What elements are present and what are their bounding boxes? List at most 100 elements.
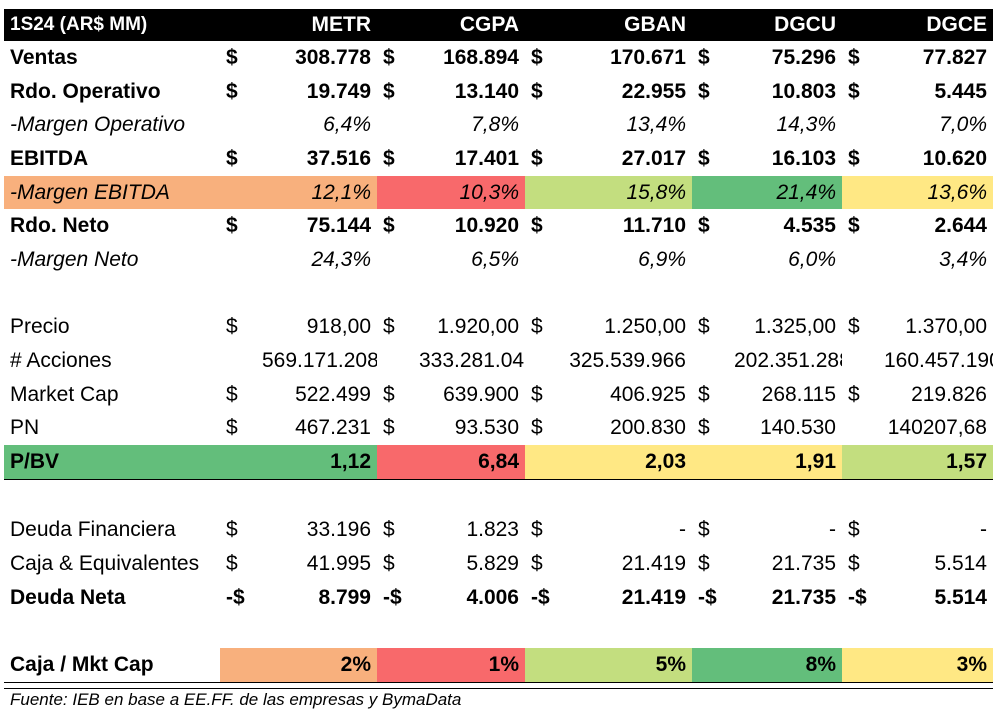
currency-acciones-dgcu <box>692 344 728 378</box>
table-row-spacer-2 <box>4 479 993 513</box>
table-row-rdo-neto: Rdo. Neto $75.144 $10.920 $11.710 $4.535 $2.6… <box>4 209 993 243</box>
currency-ventas-dgcu: $ <box>698 45 710 69</box>
currency-rdo-operativo-metr: $ <box>226 79 238 103</box>
currency-deuda-financiera-dgce: $ <box>848 518 860 542</box>
value-margen-ebitda-metr: 12,1% <box>256 175 377 210</box>
value-deuda-neta-cgpa: 4.006 <box>466 585 519 609</box>
currency-ebitda-dgce: $ <box>848 146 860 170</box>
currency-rdo-neto-metr: $ <box>226 214 238 238</box>
value-caja-mkt-cap-gban: 5% <box>561 648 692 684</box>
value-pn-gban: 200.830 <box>610 416 686 440</box>
row-label-deuda-financiera: Deuda Financiera <box>10 518 176 542</box>
currency-margen-operativo-gban <box>525 108 561 142</box>
company-header-dgcu: DGCU <box>692 9 842 41</box>
table-row-margen-operativo: -Margen Operativo 6,4% 7,8% 13,4% 14,3% 7,0% <box>4 108 993 142</box>
currency-rdo-operativo-gban: $ <box>531 79 543 103</box>
currency-margen-neto-gban <box>525 243 561 277</box>
table-row-caja: Caja & Equivalentes $41.995 $5.829 $21.419 $… <box>4 547 993 581</box>
value-rdo-operativo-metr: 19.749 <box>306 79 371 103</box>
footnote-divider <box>4 688 993 689</box>
value-caja-dgce: 5.514 <box>934 552 987 576</box>
value-deuda-financiera-dgcu: - <box>829 518 836 542</box>
currency-deuda-financiera-dgcu: $ <box>698 518 710 542</box>
value-pn-dgcu: 140.530 <box>760 416 836 440</box>
table-row-caja-mkt-cap: Caja / Mkt Cap 2% 1% 5% 8% 3% <box>4 648 993 684</box>
table-row-pn: PN $467.231 $93.530 $200.830 $140.530 140207,… <box>4 412 993 446</box>
value-margen-neto-cgpa: 6,5% <box>471 247 519 271</box>
currency-precio-dgce: $ <box>848 315 860 339</box>
value-ebitda-metr: 37.516 <box>306 146 371 170</box>
table-row-margen-ebitda: -Margen EBITDA 12,1% 10,3% 15,8% 21,4% 13,6% <box>4 175 993 210</box>
value-caja-mkt-cap-dgcu: 8% <box>728 648 842 684</box>
currency-margen-operativo-cgpa <box>377 108 413 142</box>
row-label-rdo-neto: Rdo. Neto <box>10 214 110 238</box>
currency-ebitda-gban: $ <box>531 146 543 170</box>
spacer-cell <box>4 277 993 311</box>
table-row-ventas: Ventas $308.778 $168.894 $170.671 $75.296 $77… <box>4 41 993 75</box>
value-acciones-gban: 325.539.966 <box>569 349 686 373</box>
value-rdo-neto-dgcu: 4.535 <box>783 214 836 238</box>
value-caja-metr: 41.995 <box>306 552 371 576</box>
row-label-margen-neto: -Margen Neto <box>10 247 139 271</box>
company-header-metr: METR <box>220 9 377 41</box>
value-precio-gban: 1.250,00 <box>604 315 686 339</box>
currency-margen-ebitda-dgce <box>842 175 878 210</box>
currency-margen-neto-dgcu <box>692 243 728 277</box>
currency-p-bv-cgpa <box>377 445 413 480</box>
company-header-dgce: DGCE <box>842 9 993 41</box>
currency-precio-cgpa: $ <box>383 315 395 339</box>
currency-deuda-neta-dgce: -$ <box>848 585 867 609</box>
currency-margen-ebitda-metr <box>220 175 256 210</box>
currency-precio-dgcu: $ <box>698 315 710 339</box>
row-label-margen-ebitda: -Margen EBITDA <box>4 175 220 210</box>
header-row: 1S24 (AR$ MM) METR CGPA GBAN DGCU DGCE <box>4 9 993 41</box>
row-label-p-bv: P/BV <box>4 445 220 480</box>
value-caja-gban: 21.419 <box>621 552 686 576</box>
currency-ventas-dgce: $ <box>848 45 860 69</box>
currency-deuda-financiera-metr: $ <box>226 518 238 542</box>
value-ventas-cgpa: 168.894 <box>443 45 519 69</box>
table-row-deuda-neta: Deuda Neta -$ 8.799 -$ 4.006 -$ 21.419 -$ 21.735… <box>4 581 993 615</box>
value-deuda-financiera-metr: 33.196 <box>306 518 371 542</box>
value-caja-mkt-cap-metr: 2% <box>256 648 377 684</box>
spacer-cell <box>4 615 993 649</box>
value-rdo-neto-metr: 75.144 <box>306 214 371 238</box>
currency-caja-gban: $ <box>531 552 543 576</box>
value-rdo-neto-gban: 11.710 <box>622 214 686 238</box>
value-margen-neto-metr: 24,3% <box>311 247 371 271</box>
value-margen-neto-dgcu: 6,0% <box>788 247 836 271</box>
currency-caja-dgcu: $ <box>698 552 710 576</box>
row-label-acciones: # Acciones <box>10 349 112 373</box>
currency-caja-mkt-cap-metr <box>220 648 256 684</box>
currency-pn-cgpa: $ <box>383 416 395 440</box>
currency-market-cap-dgce: $ <box>848 382 860 406</box>
currency-deuda-financiera-cgpa: $ <box>383 518 395 542</box>
row-label-rdo-operativo: Rdo. Operativo <box>10 79 161 103</box>
value-market-cap-cgpa: 639.900 <box>443 382 519 406</box>
value-p-bv-dgcu: 1,91 <box>728 445 842 480</box>
value-rdo-operativo-cgpa: 13.140 <box>454 79 519 103</box>
value-acciones-cgpa: 333.281.049 <box>419 349 525 373</box>
currency-margen-ebitda-gban <box>525 175 561 210</box>
currency-caja-metr: $ <box>226 552 238 576</box>
currency-ventas-cgpa: $ <box>383 45 395 69</box>
table-row-deuda-financiera: Deuda Financiera $33.196 $1.823 $ - $ - $ - <box>4 514 993 548</box>
value-precio-cgpa: 1.920,00 <box>437 315 519 339</box>
currency-margen-neto-cgpa <box>377 243 413 277</box>
row-label-precio: Precio <box>10 315 70 339</box>
currency-rdo-operativo-dgcu: $ <box>698 79 710 103</box>
currency-margen-operativo-dgce <box>842 108 878 142</box>
value-deuda-financiera-gban: - <box>679 518 686 542</box>
value-margen-ebitda-gban: 15,8% <box>561 175 692 210</box>
value-ebitda-gban: 27.017 <box>621 146 686 170</box>
row-label-market-cap: Market Cap <box>10 382 119 406</box>
company-header-gban: GBAN <box>525 9 692 41</box>
value-deuda-neta-gban: 21.419 <box>621 585 686 609</box>
value-caja-dgcu: 21.735 <box>771 552 836 576</box>
value-pn-dgce: 140207,68 <box>887 416 987 440</box>
currency-p-bv-dgcu <box>692 445 728 480</box>
currency-acciones-cgpa <box>377 344 413 378</box>
value-p-bv-cgpa: 6,84 <box>413 445 525 480</box>
currency-margen-operativo-metr <box>220 108 256 142</box>
value-ventas-dgce: 77.827 <box>922 45 987 69</box>
